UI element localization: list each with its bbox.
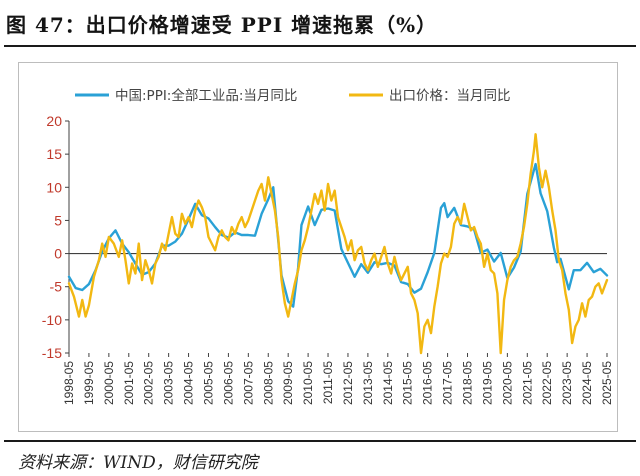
legend-label-ppi: 中国:PPI:全部工业品:当月同比 bbox=[115, 87, 297, 104]
x-tick-label: 2021-05 bbox=[520, 361, 534, 405]
y-tick-label: -15 bbox=[42, 345, 62, 361]
x-tick-label: 2000-05 bbox=[102, 361, 116, 405]
x-tick-label: 2007-05 bbox=[241, 361, 255, 405]
legend-label-export-price: 出口价格：当月同比 bbox=[389, 88, 511, 104]
x-tick-label: 1998-05 bbox=[62, 361, 76, 405]
x-tick-label: 2009-05 bbox=[281, 361, 295, 405]
y-tick-label: -5 bbox=[50, 279, 63, 295]
x-tick-label: 2025-05 bbox=[600, 361, 614, 405]
x-tick-label: 2003-05 bbox=[162, 361, 176, 405]
x-tick-label: 2015-05 bbox=[401, 361, 415, 405]
x-tick-label: 2010-05 bbox=[301, 361, 315, 405]
x-tick-label: 1999-05 bbox=[82, 361, 96, 405]
y-tick-label: -10 bbox=[42, 312, 62, 328]
source-rule bbox=[4, 440, 636, 442]
y-tick-label: 15 bbox=[46, 146, 62, 162]
figure-title: 图 47：出口价格增速受 PPI 增速拖累（%） bbox=[6, 13, 438, 37]
x-tick-label: 2023-05 bbox=[560, 361, 574, 405]
x-tick-label: 2011-05 bbox=[321, 361, 335, 404]
x-tick-label: 2008-05 bbox=[261, 361, 275, 405]
x-tick-label: 2004-05 bbox=[182, 361, 196, 405]
x-tick-label: 2024-05 bbox=[580, 361, 594, 405]
x-tick-label: 2001-05 bbox=[122, 361, 136, 405]
x-tick-label: 2022-05 bbox=[540, 361, 554, 405]
x-tick-label: 2002-05 bbox=[142, 361, 156, 405]
x-tick-label: 2018-05 bbox=[461, 361, 475, 405]
y-tick-label: 0 bbox=[54, 246, 62, 262]
x-tick-label: 2019-05 bbox=[480, 361, 494, 405]
y-tick-label: 20 bbox=[46, 113, 62, 129]
y-tick-label: 5 bbox=[54, 212, 62, 228]
x-tick-label: 2020-05 bbox=[500, 361, 514, 405]
x-tick-label: 2012-05 bbox=[341, 361, 355, 405]
chart-frame: 20 15 10 5 0 -5 -10 -15 1998-05 1999-05 2000-05 200… bbox=[18, 62, 618, 432]
x-tick-label: 2006-05 bbox=[221, 361, 235, 405]
source-note: 资料来源：WIND，财信研究院 bbox=[18, 453, 258, 473]
series-line-export-price bbox=[67, 133, 609, 355]
y-tick-label: 10 bbox=[46, 179, 62, 195]
series-line-ppi bbox=[67, 162, 609, 308]
x-tick-label: 2014-05 bbox=[381, 361, 395, 405]
x-tick-label: 2016-05 bbox=[421, 361, 435, 405]
x-tick-label: 2005-05 bbox=[201, 361, 215, 405]
title-rule bbox=[4, 45, 636, 47]
x-tick-label: 2013-05 bbox=[361, 361, 375, 405]
x-tick-label: 2017-05 bbox=[441, 361, 455, 405]
